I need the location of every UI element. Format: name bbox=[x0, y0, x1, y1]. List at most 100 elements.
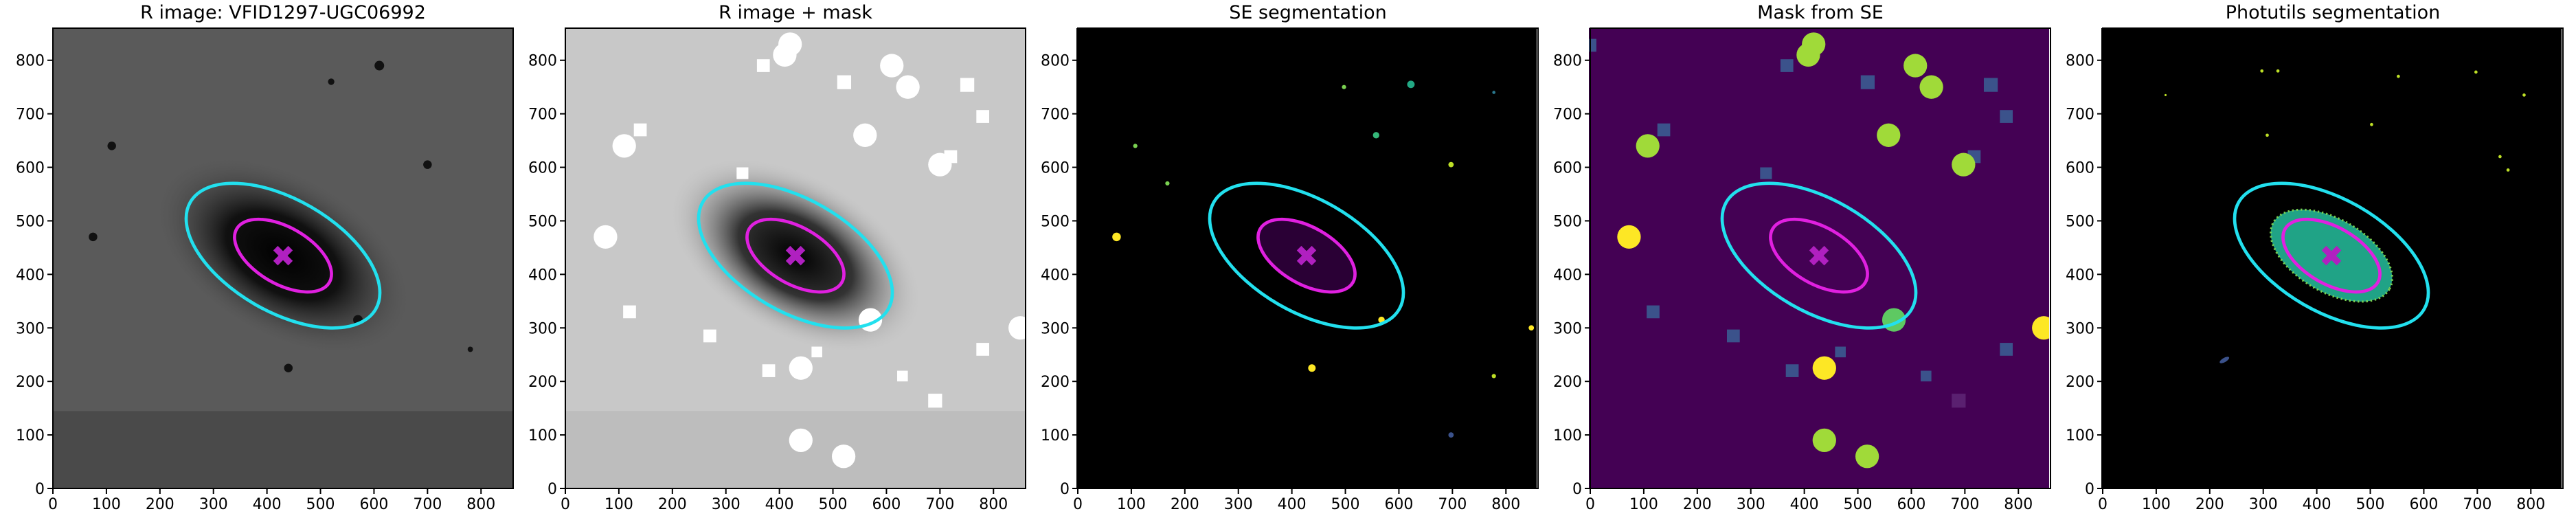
y-tick-label: 0 bbox=[1572, 481, 1582, 498]
y-tick-label: 200 bbox=[16, 374, 45, 391]
y-tick-label: 500 bbox=[1553, 213, 1582, 230]
y-tick-label: 300 bbox=[16, 320, 45, 337]
x-tick-label: 200 bbox=[658, 496, 687, 513]
y-tick-label: 600 bbox=[16, 160, 45, 177]
x-tick-label: 400 bbox=[253, 496, 282, 513]
y-tick-label: 400 bbox=[1553, 267, 1582, 284]
y-tick-label: 100 bbox=[528, 427, 557, 444]
y-tick-label: 500 bbox=[16, 213, 45, 230]
x-tick-label: 400 bbox=[1790, 496, 1819, 513]
y-tick-label: 800 bbox=[1553, 53, 1582, 70]
y-tick-label: 0 bbox=[1060, 481, 1070, 498]
y-tick-label: 800 bbox=[16, 53, 45, 70]
y-tick-label: 800 bbox=[1041, 53, 1070, 70]
x-tick-label: 600 bbox=[2409, 496, 2438, 513]
y-tick-label: 100 bbox=[2066, 427, 2094, 444]
y-tick-label: 0 bbox=[35, 481, 45, 498]
y-tick-label: 0 bbox=[2085, 481, 2094, 498]
image-panel bbox=[1589, 28, 2049, 488]
x-tick-label: 500 bbox=[306, 496, 335, 513]
y-tick-label: 200 bbox=[2066, 374, 2094, 391]
axes-frame bbox=[52, 27, 514, 489]
y-tick-label: 700 bbox=[2066, 106, 2094, 124]
y-tick-label: 400 bbox=[2066, 267, 2094, 284]
image-panel bbox=[565, 28, 1026, 488]
x-tick-label: 700 bbox=[1950, 496, 1979, 513]
x-tick-label: 700 bbox=[925, 496, 954, 513]
y-tick-label: 200 bbox=[528, 374, 557, 391]
x-tick-label: 600 bbox=[872, 496, 901, 513]
x-tick-label: 300 bbox=[199, 496, 228, 513]
image-panel bbox=[53, 28, 513, 488]
x-tick-label: 200 bbox=[146, 496, 174, 513]
x-tick-label: 800 bbox=[979, 496, 1008, 513]
x-tick-label: 600 bbox=[1897, 496, 1925, 513]
y-tick-label: 700 bbox=[16, 106, 45, 124]
x-tick-label: 500 bbox=[1844, 496, 1873, 513]
x-tick-label: 600 bbox=[1384, 496, 1413, 513]
x-tick-label: 600 bbox=[359, 496, 388, 513]
y-tick-label: 500 bbox=[528, 213, 557, 230]
x-tick-label: 300 bbox=[1224, 496, 1253, 513]
panel-title: Photutils segmentation bbox=[2226, 2, 2441, 23]
x-tick-label: 100 bbox=[2142, 496, 2171, 513]
y-tick-label: 300 bbox=[528, 320, 557, 337]
x-tick-label: 200 bbox=[1683, 496, 1712, 513]
x-tick-label: 500 bbox=[819, 496, 848, 513]
y-tick-label: 600 bbox=[528, 160, 557, 177]
x-tick-label: 0 bbox=[1585, 496, 1595, 513]
x-tick-label: 800 bbox=[2516, 496, 2545, 513]
y-tick-label: 800 bbox=[528, 53, 557, 70]
axes-frame bbox=[2102, 27, 2564, 489]
y-tick-label: 600 bbox=[1553, 160, 1582, 177]
y-tick-label: 300 bbox=[2066, 320, 2094, 337]
y-tick-label: 600 bbox=[1041, 160, 1070, 177]
y-tick-label: 600 bbox=[2066, 160, 2094, 177]
x-tick-label: 0 bbox=[48, 496, 58, 513]
x-tick-label: 800 bbox=[2004, 496, 2033, 513]
y-tick-label: 700 bbox=[528, 106, 557, 124]
y-tick-label: 800 bbox=[2066, 53, 2094, 70]
x-tick-label: 800 bbox=[1491, 496, 1520, 513]
y-tick-label: 500 bbox=[1041, 213, 1070, 230]
x-tick-label: 100 bbox=[605, 496, 633, 513]
x-tick-label: 200 bbox=[1171, 496, 1199, 513]
y-tick-label: 100 bbox=[16, 427, 45, 444]
x-tick-label: 300 bbox=[2249, 496, 2278, 513]
panel-title: R image + mask bbox=[719, 2, 872, 23]
x-tick-label: 500 bbox=[2356, 496, 2385, 513]
y-tick-label: 700 bbox=[1553, 106, 1582, 124]
x-tick-label: 100 bbox=[1629, 496, 1658, 513]
x-tick-label: 0 bbox=[2098, 496, 2108, 513]
x-tick-label: 200 bbox=[2195, 496, 2224, 513]
y-tick-label: 300 bbox=[1553, 320, 1582, 337]
x-tick-label: 700 bbox=[2463, 496, 2492, 513]
y-tick-label: 100 bbox=[1041, 427, 1070, 444]
panel-title: Mask from SE bbox=[1757, 2, 1884, 23]
panel-title: R image: VFID1297-UGC06992 bbox=[140, 2, 426, 23]
y-tick-label: 200 bbox=[1553, 374, 1582, 391]
x-tick-label: 400 bbox=[1278, 496, 1307, 513]
y-tick-label: 400 bbox=[16, 267, 45, 284]
axes-frame bbox=[1590, 27, 2051, 489]
x-tick-label: 0 bbox=[1073, 496, 1083, 513]
image-panel bbox=[2101, 28, 2562, 488]
x-tick-label: 400 bbox=[2303, 496, 2331, 513]
y-tick-label: 100 bbox=[1553, 427, 1582, 444]
image-panel bbox=[1076, 28, 1537, 488]
x-tick-label: 100 bbox=[1117, 496, 1146, 513]
x-tick-label: 700 bbox=[1438, 496, 1467, 513]
x-tick-label: 500 bbox=[1331, 496, 1360, 513]
axes-frame bbox=[565, 27, 1026, 489]
x-tick-label: 400 bbox=[765, 496, 794, 513]
x-tick-label: 700 bbox=[413, 496, 442, 513]
axes-frame bbox=[1077, 27, 1539, 489]
panel-title: SE segmentation bbox=[1229, 2, 1386, 23]
y-tick-label: 400 bbox=[528, 267, 557, 284]
y-tick-label: 300 bbox=[1041, 320, 1070, 337]
x-tick-label: 100 bbox=[92, 496, 121, 513]
y-tick-label: 200 bbox=[1041, 374, 1070, 391]
x-tick-label: 800 bbox=[466, 496, 495, 513]
